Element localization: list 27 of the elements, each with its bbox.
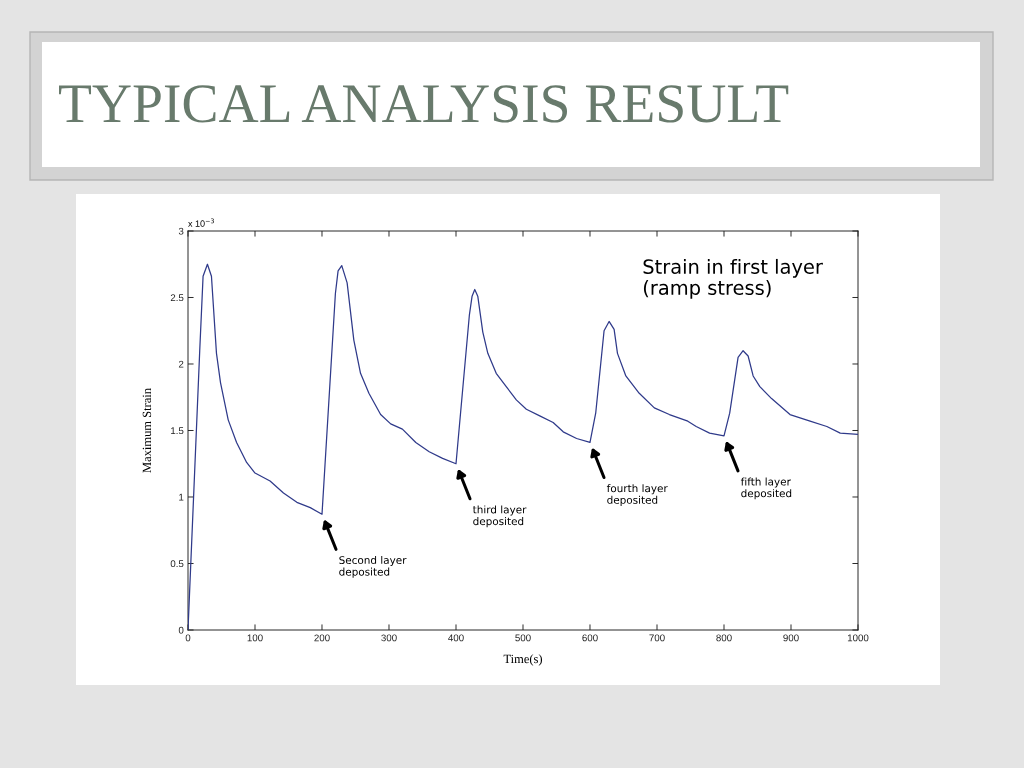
y-tick-label: 2.5 <box>170 294 184 302</box>
x-tick-label: 900 <box>783 634 799 642</box>
x-tick-label: 800 <box>716 634 732 642</box>
y-tick-label: 1 <box>179 493 184 501</box>
annotation: fourth layer deposited <box>606 484 668 506</box>
y-tick-label: 2 <box>178 360 184 368</box>
x-axis-title: Time(s) <box>503 654 543 666</box>
x-tick-label: 300 <box>381 634 397 642</box>
text: x 10$^{−3}$ <box>188 218 214 227</box>
annotation: fifth layer deposited <box>740 477 792 500</box>
chart-title: TYPICAL ANALYSIS RESULT <box>59 85 789 123</box>
y-axis-title: Maximum Strain <box>142 388 152 473</box>
y-tick-label: 0.5 <box>170 560 184 568</box>
y-tick-label: 0 <box>178 626 184 634</box>
x-tick-label: 600 <box>582 634 598 642</box>
x-tick-label: 100 <box>247 634 263 642</box>
y-tick-label: 1.5 <box>171 427 184 435</box>
x-tick-label: 400 <box>448 634 464 642</box>
annotation: Strain in first layer (ramp stress) <box>643 258 823 299</box>
annotation: third layer deposited <box>472 505 527 528</box>
y-tick-label: 3 <box>178 227 184 235</box>
annotation: Second layer deposited <box>339 555 407 578</box>
x-tick-label: 500 <box>515 634 531 642</box>
x-tick-label: 200 <box>314 634 330 642</box>
x-tick-label: 1000 <box>847 634 869 642</box>
x-tick-label: 700 <box>649 634 665 642</box>
x-tick-label: 0 <box>185 634 191 642</box>
